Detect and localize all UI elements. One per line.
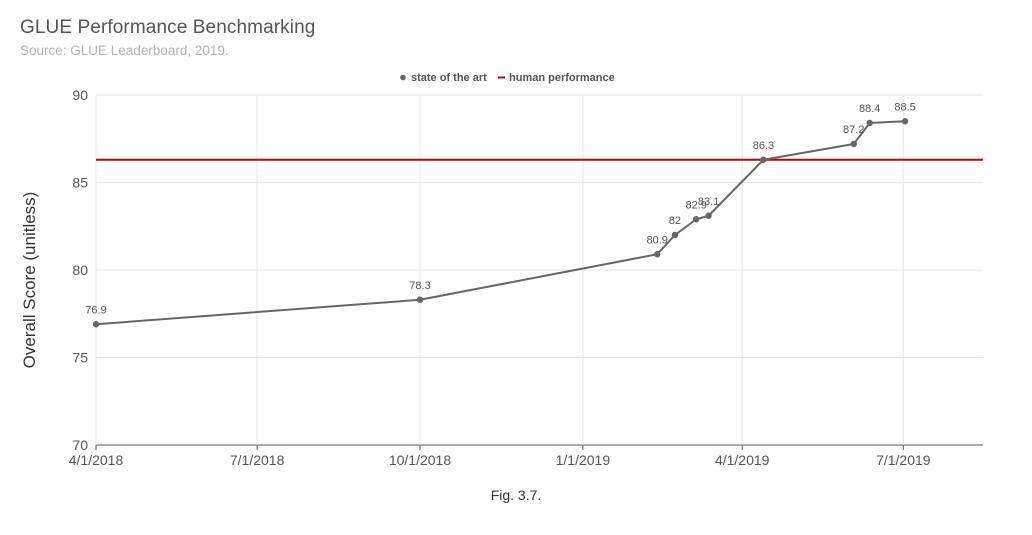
data-label: 80.9 xyxy=(647,234,668,246)
legend: state of the art human performance xyxy=(400,72,615,84)
x-tick-label: 4/1/2018 xyxy=(69,452,124,468)
x-tick-label: 7/1/2018 xyxy=(230,452,285,468)
state-of-the-art-series: 76.9 78.3 80.982 82.983.1 86.3 87.2 88.4 88.5 xyxy=(85,101,916,328)
legend-entry-label: state of the art xyxy=(411,72,487,84)
line-chart: 70 75 80 85 90 4/1/2018 7/1/2018 10/1/2018 1/1/2… xyxy=(20,72,983,468)
y-tick-label: 75 xyxy=(72,350,88,366)
data-label: 83.1 xyxy=(698,196,719,208)
y-tick-label: 85 xyxy=(72,175,88,191)
legend-dot-marker xyxy=(400,74,406,81)
x-tick-label: 10/1/2018 xyxy=(389,452,451,468)
data-point xyxy=(760,156,767,163)
y-tick-label: 80 xyxy=(72,262,88,278)
chart-title: GLUE Performance Benchmarking xyxy=(20,17,316,38)
y-tick-label: 90 xyxy=(72,87,88,103)
data-label: 88.4 xyxy=(859,103,880,115)
legend-entry-label: human performance xyxy=(509,72,615,84)
data-label: 82 xyxy=(669,215,681,227)
data-point xyxy=(654,251,661,258)
figure-caption: Fig. 3.7. xyxy=(490,487,542,503)
data-point xyxy=(901,118,909,125)
x-tick-label: 4/1/2019 xyxy=(715,452,770,468)
x-tick-label: 1/1/2019 xyxy=(556,452,611,468)
data-label: 86.3 xyxy=(753,140,774,152)
data-point xyxy=(416,296,424,303)
data-point xyxy=(850,140,857,148)
data-point xyxy=(692,216,700,223)
chart-subtitle: Source: GLUE Leaderboard, 2019. xyxy=(20,43,229,58)
axes: 70 75 80 85 90 4/1/2018 7/1/2018 10/1/2018 1/1/2… xyxy=(69,87,931,468)
data-label: 78.3 xyxy=(409,280,430,292)
grid-lines xyxy=(95,94,983,446)
data-point xyxy=(92,321,100,328)
data-label: 82.9 xyxy=(685,199,706,211)
data-point xyxy=(705,212,712,219)
data-label: 76.9 xyxy=(85,304,106,316)
y-axis-label: Overall Score (unitless) xyxy=(20,192,39,369)
data-point xyxy=(866,119,873,127)
y-tick-label: 70 xyxy=(72,437,88,453)
x-tick-label: 7/1/2019 xyxy=(876,452,931,468)
data-label: 88.5 xyxy=(894,101,915,113)
data-point xyxy=(671,231,679,239)
state-of-the-art-line xyxy=(95,120,906,326)
data-label: 87.2 xyxy=(843,124,864,136)
